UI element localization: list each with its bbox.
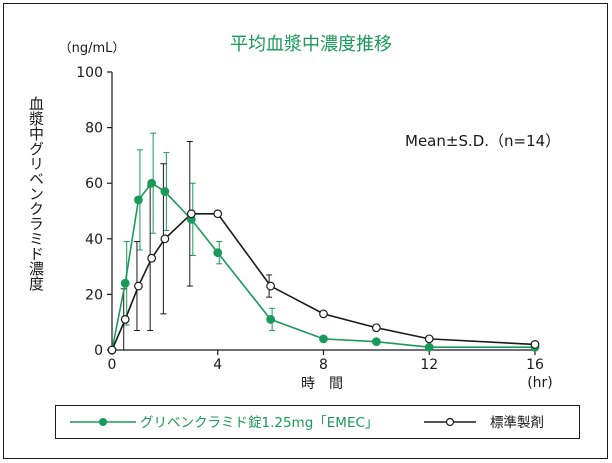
legend-label-test: グリベンクラミド錠1.25mg「EMEC」: [140, 415, 378, 431]
markers-group: [107, 178, 540, 355]
axes-group: 0 20 40 60 80 100 0 4 8 12 16: [76, 65, 544, 373]
data-point: [160, 234, 170, 244]
x-tick-label: 12: [420, 357, 438, 373]
data-point: [160, 187, 170, 196]
legend: グリベンクラミド錠1.25mg「EMEC」 標準製剤: [55, 405, 580, 439]
data-point: [319, 309, 328, 319]
legend-marker-standard: [445, 417, 455, 427]
legend-label-standard: 標準製剤: [490, 415, 544, 431]
data-point: [424, 334, 434, 344]
data-point: [266, 281, 276, 291]
y-tick-label: 60: [85, 176, 103, 192]
data-point: [424, 342, 434, 352]
x-tick-label: 8: [319, 357, 328, 373]
x-tick-label: 0: [108, 357, 117, 373]
data-point: [186, 209, 196, 219]
series-line-1: [111, 212, 536, 351]
x-tick-label: 4: [213, 357, 222, 373]
data-point: [371, 337, 381, 347]
y-axis-label: 血漿中グリベンクラミド濃度: [27, 96, 45, 291]
annotation-mean-sd: Mean±S.D.（n=14）: [405, 132, 560, 150]
series-lines-group: [111, 182, 536, 351]
x-tick-label: 16: [526, 357, 544, 373]
data-point: [213, 209, 223, 219]
y-tick-label: 0: [94, 343, 103, 359]
data-point: [266, 315, 276, 324]
y-tick-label: 20: [85, 287, 103, 303]
y-tick-label: 40: [85, 232, 103, 248]
error-bars-group: [120, 132, 276, 351]
legend-marker-test: [99, 418, 107, 426]
x-axis-label: 時 間: [301, 376, 343, 392]
data-point: [371, 323, 381, 333]
data-point: [530, 340, 540, 349]
data-point: [213, 248, 223, 258]
y-unit-label: （ng/mL）: [59, 41, 126, 56]
data-point: [147, 253, 157, 263]
y-tick-label: 80: [85, 121, 103, 137]
data-point: [134, 281, 143, 291]
data-point: [107, 345, 117, 355]
data-point: [134, 195, 143, 205]
y-tick-label: 100: [76, 65, 103, 81]
series-line-0: [111, 182, 535, 351]
data-point: [120, 315, 130, 324]
chart-title: 平均血漿中濃度推移: [230, 34, 392, 55]
data-point: [319, 334, 328, 344]
x-axis-unit: (hr): [527, 375, 553, 391]
figure-frame: [3, 3, 608, 459]
data-point: [120, 278, 130, 288]
data-point: [147, 178, 157, 188]
